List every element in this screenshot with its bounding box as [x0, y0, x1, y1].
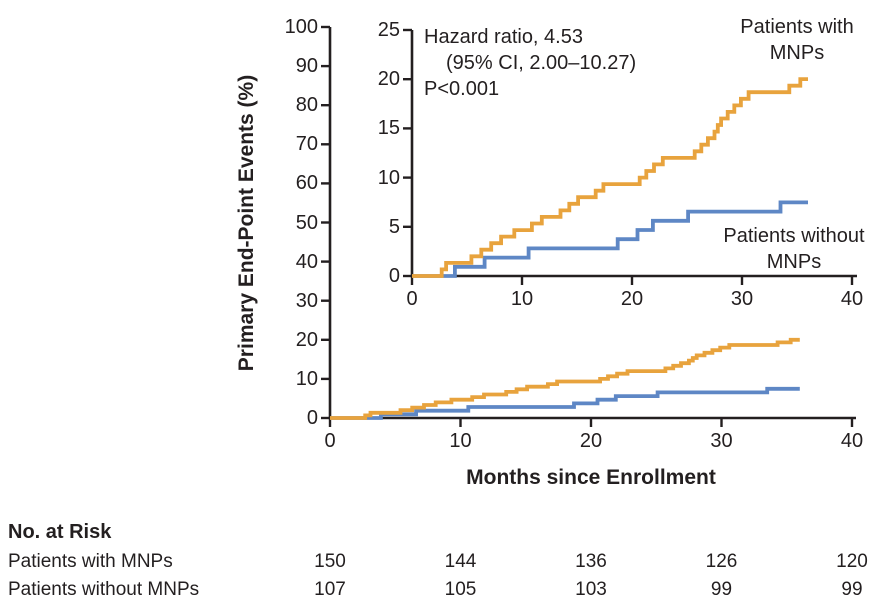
at-risk-row-label: Patients with MNPs: [8, 551, 173, 572]
main-x-tick-label: 40: [840, 430, 864, 452]
inset-curve-without-mnps: [412, 200, 808, 278]
main-y-tick-label: 60: [295, 172, 318, 195]
main-y-tick-label: 30: [295, 289, 318, 312]
inset-y-tick-label: 0: [388, 265, 400, 287]
at-risk-value: 103: [575, 579, 607, 600]
label-line: Patients without: [723, 225, 865, 247]
at-risk-value: 99: [841, 579, 863, 600]
main-y-tick-label: 10: [295, 367, 318, 390]
hazard-ratio-line: Hazard ratio, 4.53: [424, 26, 583, 48]
y-axis-title: Primary End-Point Events (%): [235, 74, 258, 372]
main-y-tick-label: 50: [295, 211, 318, 234]
label-patients-without-mnps: Patients without MNPs: [723, 223, 864, 275]
label-line: MNPs: [766, 251, 822, 273]
main-y-tick-label: 90: [295, 55, 318, 78]
label-patients-with-mnps: Patients with MNPs: [740, 14, 853, 66]
main-y-tick-label: 70: [295, 133, 318, 156]
at-risk-value: 107: [314, 579, 346, 600]
at-risk-value: 126: [705, 551, 738, 572]
at-risk-value: 105: [444, 579, 477, 600]
x-axis-title: Months since Enrollment: [466, 466, 716, 489]
inset-x-tick-label: 30: [730, 288, 754, 310]
main-x-tick-label: 20: [579, 430, 603, 452]
inset-x-tick-label: 20: [620, 288, 644, 310]
main-curve-without-mnps: [330, 386, 800, 420]
label-line: Patients with: [740, 16, 854, 38]
at-risk-title: No. at Risk: [8, 521, 112, 543]
inset-y-tick-label: 25: [377, 19, 400, 41]
inset-curve-with-mnps: [412, 77, 808, 278]
at-risk-value: 120: [836, 551, 868, 572]
main-y-tick-label: 80: [295, 94, 318, 117]
at-risk-value: 150: [314, 551, 346, 572]
main-x-tick-label: 10: [449, 430, 472, 452]
at-risk-row-label: Patients without MNPs: [8, 579, 200, 600]
main-y-tick-label: 20: [295, 328, 318, 351]
inset-y-tick-label: 20: [377, 68, 400, 91]
inset-x-tick-label: 0: [406, 288, 418, 310]
inset-y-tick-label: 15: [377, 117, 400, 140]
main-x-tick-label: 0: [324, 430, 336, 452]
at-risk-value: 136: [575, 551, 607, 572]
inset-y-tick-label: 5: [388, 215, 400, 238]
confidence-interval-line: (95% CI, 2.00–10.27): [446, 52, 637, 74]
main-y-tick-label: 40: [295, 250, 318, 273]
inset-x-tick-label: 10: [510, 288, 534, 310]
inset-x-tick-label: 40: [840, 288, 864, 310]
main-y-tick-label: 0: [306, 407, 318, 429]
p-value-line: P<0.001: [424, 78, 500, 100]
main-x-tick-label: 30: [710, 430, 733, 452]
inset-y-tick-label: 10: [377, 166, 400, 189]
at-risk-value: 144: [444, 551, 477, 572]
main-curve-with-mnps: [330, 337, 800, 420]
label-line: MNPs: [769, 42, 825, 64]
at-risk-value: 99: [710, 579, 733, 600]
main-y-tick-label: 100: [284, 16, 318, 38]
hazard-ratio-annotation: Hazard ratio, 4.53 (95% CI, 2.00–10.27) …: [424, 24, 636, 102]
